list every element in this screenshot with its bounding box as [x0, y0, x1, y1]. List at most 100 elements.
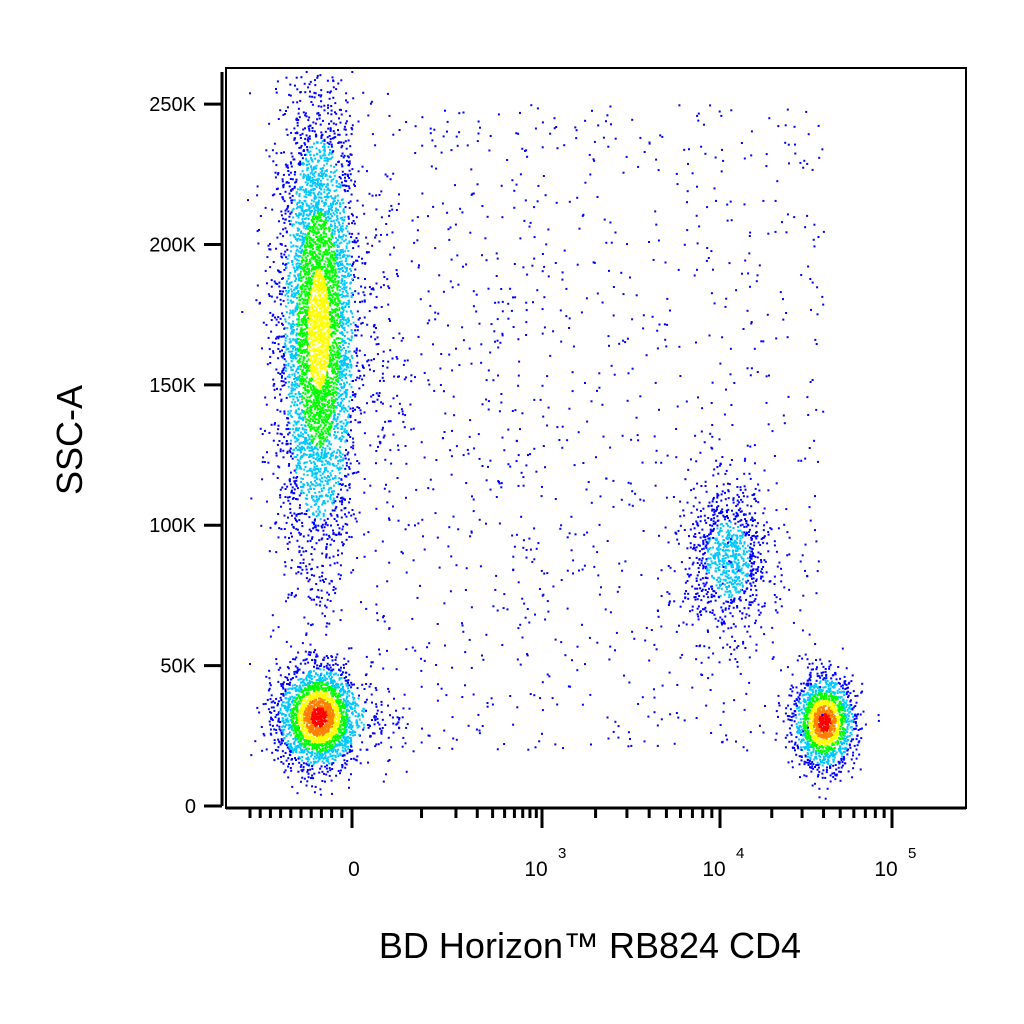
data-point [296, 121, 299, 124]
data-point [284, 496, 287, 498]
data-point [297, 392, 300, 395]
data-point [312, 234, 315, 237]
data-point [330, 170, 332, 173]
data-point [315, 133, 317, 136]
data-point [368, 192, 371, 195]
data-point [335, 379, 338, 382]
data-point [311, 536, 314, 539]
data-point [370, 288, 373, 291]
data-point [344, 319, 347, 322]
data-point [342, 208, 345, 211]
data-point [307, 364, 310, 367]
data-point [352, 407, 354, 410]
data-point [280, 152, 283, 154]
data-point [301, 372, 304, 375]
data-point [326, 538, 329, 540]
data-point [352, 410, 354, 413]
data-point [336, 228, 339, 231]
data-point [301, 642, 304, 645]
data-point [297, 306, 300, 309]
data-point [354, 334, 357, 337]
data-point [292, 383, 295, 386]
data-point [288, 478, 291, 481]
data-point [315, 288, 318, 291]
data-point [329, 495, 332, 498]
data-point [300, 188, 302, 191]
data-point [311, 275, 314, 278]
data-point [339, 254, 341, 257]
data-point [300, 431, 303, 434]
data-point [361, 300, 364, 303]
data-point [279, 388, 282, 391]
data-point [345, 225, 348, 227]
data-point [307, 160, 310, 163]
data-point [317, 418, 320, 421]
data-point [311, 304, 314, 307]
data-point [335, 520, 338, 523]
data-point [310, 257, 313, 260]
data-point [358, 407, 361, 409]
data-point [344, 440, 347, 443]
data-point [337, 403, 340, 406]
data-point [308, 83, 311, 86]
data-point [298, 264, 301, 267]
data-point [345, 538, 348, 541]
data-point [347, 473, 350, 476]
data-point [333, 362, 336, 365]
data-point [351, 232, 354, 235]
data-point [326, 250, 329, 253]
data-point [337, 351, 340, 354]
data-point [294, 339, 297, 342]
data-point [310, 435, 313, 438]
data-point [308, 321, 311, 324]
data-point [332, 347, 335, 350]
data-point [305, 298, 308, 301]
data-point [328, 330, 331, 333]
data-point [336, 261, 339, 264]
data-point [347, 415, 350, 417]
data-point [306, 326, 309, 329]
data-point [308, 269, 310, 272]
data-point [341, 483, 343, 486]
data-point [259, 215, 262, 217]
data-point [307, 214, 310, 217]
data-point [336, 288, 339, 291]
data-point [389, 319, 391, 322]
data-point [354, 408, 356, 411]
data-point [309, 181, 312, 184]
data-point [286, 335, 289, 338]
data-point [336, 202, 338, 204]
data-point [366, 170, 368, 173]
data-point [341, 274, 344, 277]
data-point [311, 449, 314, 452]
data-point [325, 162, 328, 165]
data-point [315, 391, 318, 394]
data-point [375, 343, 378, 346]
data-point [299, 331, 302, 334]
data-point [324, 278, 327, 281]
data-point [340, 199, 343, 201]
data-point [352, 273, 355, 276]
data-point [328, 556, 331, 559]
data-point [306, 497, 309, 500]
data-point [288, 341, 291, 344]
data-point [332, 292, 335, 295]
data-point [333, 252, 336, 255]
data-point [330, 353, 333, 356]
data-point [281, 322, 283, 325]
data-point [323, 230, 326, 233]
data-point [320, 241, 323, 244]
data-point [296, 454, 299, 456]
data-point [310, 171, 313, 174]
data-point [326, 182, 329, 185]
data-point [282, 183, 285, 186]
data-point [313, 197, 316, 200]
data-point [318, 391, 321, 394]
data-point [300, 365, 302, 368]
data-point [320, 173, 323, 176]
data-point [372, 288, 375, 291]
data-point [318, 413, 321, 416]
data-point [329, 91, 331, 94]
data-point [345, 281, 348, 284]
data-point [314, 232, 317, 235]
